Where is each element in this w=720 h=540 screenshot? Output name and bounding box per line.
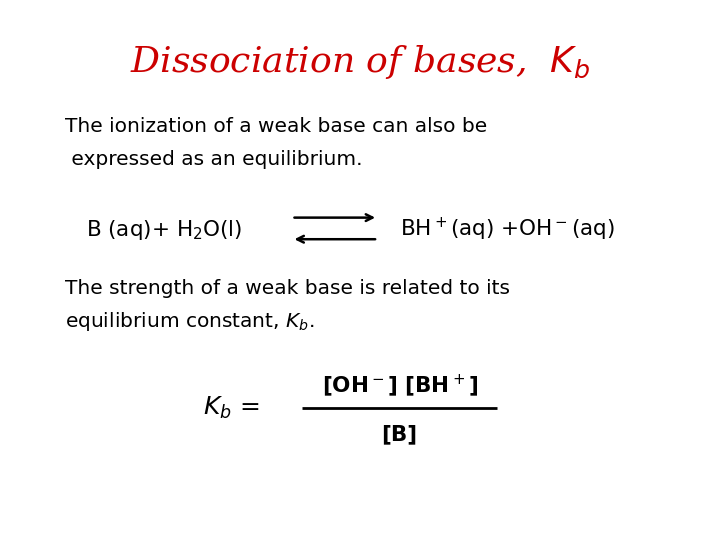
Text: The ionization of a weak base can also be: The ionization of a weak base can also b… xyxy=(65,117,487,137)
Text: B (aq)+ H$_2$O(l): B (aq)+ H$_2$O(l) xyxy=(86,218,243,241)
Text: $\mathit{K}_b$ =: $\mathit{K}_b$ = xyxy=(203,395,259,421)
Text: [OH$^-$] [BH$^+$]: [OH$^-$] [BH$^+$] xyxy=(322,373,477,400)
Text: [B]: [B] xyxy=(382,424,418,445)
Text: BH$^+$(aq) +OH$^-$(aq): BH$^+$(aq) +OH$^-$(aq) xyxy=(400,216,614,243)
Text: expressed as an equilibrium.: expressed as an equilibrium. xyxy=(65,150,362,169)
Text: The strength of a weak base is related to its: The strength of a weak base is related t… xyxy=(65,279,510,299)
Text: Dissociation of bases,  $\mathit{K}_b$: Dissociation of bases, $\mathit{K}_b$ xyxy=(130,43,590,81)
Text: equilibrium constant, $\mathit{K}_b$.: equilibrium constant, $\mathit{K}_b$. xyxy=(65,310,314,333)
